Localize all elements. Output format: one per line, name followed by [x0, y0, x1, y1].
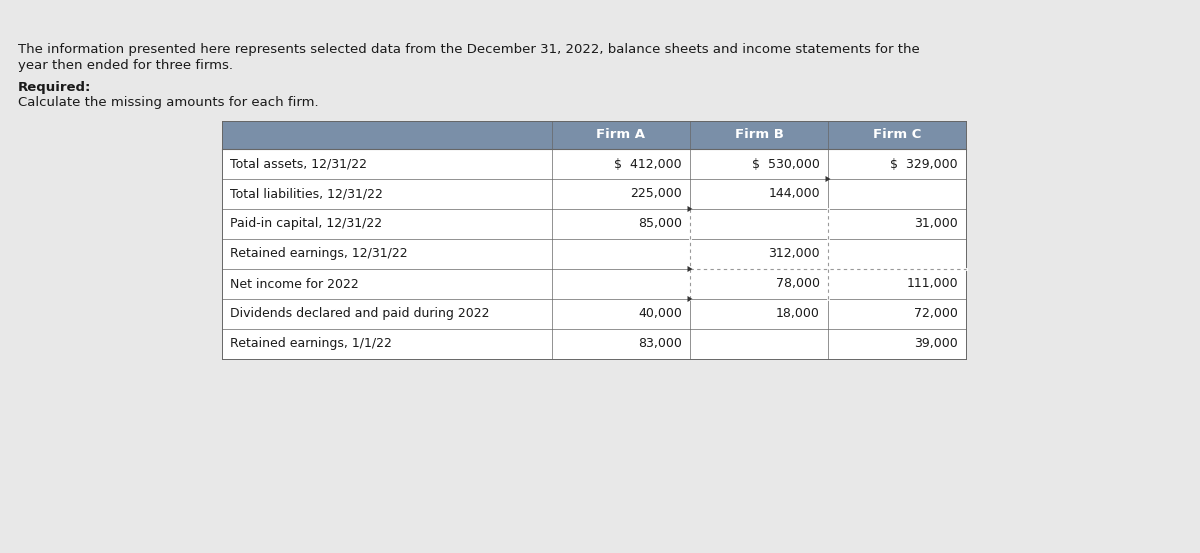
Text: Retained earnings, 1/1/22: Retained earnings, 1/1/22	[230, 337, 392, 351]
Text: Firm A: Firm A	[596, 128, 646, 142]
Text: 78,000: 78,000	[776, 278, 820, 290]
Polygon shape	[826, 176, 830, 182]
Text: 85,000: 85,000	[638, 217, 682, 231]
Text: Firm C: Firm C	[872, 128, 922, 142]
Polygon shape	[688, 206, 692, 212]
Polygon shape	[688, 296, 692, 302]
Text: Paid-in capital, 12/31/22: Paid-in capital, 12/31/22	[230, 217, 382, 231]
Text: 31,000: 31,000	[914, 217, 958, 231]
Bar	[222, 149, 966, 179]
Text: Calculate the missing amounts for each firm.: Calculate the missing amounts for each f…	[18, 96, 319, 109]
Text: Dividends declared and paid during 2022: Dividends declared and paid during 2022	[230, 307, 490, 321]
Text: $  530,000: $ 530,000	[752, 158, 820, 170]
Bar	[222, 209, 966, 239]
Text: 144,000: 144,000	[768, 187, 820, 201]
Text: Firm B: Firm B	[734, 128, 784, 142]
Bar	[222, 299, 966, 329]
Bar	[222, 121, 966, 149]
Text: Total assets, 12/31/22: Total assets, 12/31/22	[230, 158, 367, 170]
Text: 111,000: 111,000	[906, 278, 958, 290]
Bar	[222, 269, 966, 299]
Text: year then ended for three firms.: year then ended for three firms.	[18, 59, 233, 72]
Text: 72,000: 72,000	[914, 307, 958, 321]
Text: 18,000: 18,000	[776, 307, 820, 321]
Bar	[222, 239, 966, 269]
Text: 83,000: 83,000	[638, 337, 682, 351]
Text: Net income for 2022: Net income for 2022	[230, 278, 359, 290]
Polygon shape	[688, 266, 692, 272]
Text: 312,000: 312,000	[768, 248, 820, 260]
Text: 39,000: 39,000	[914, 337, 958, 351]
Bar	[222, 179, 966, 209]
Text: $  412,000: $ 412,000	[614, 158, 682, 170]
Text: Retained earnings, 12/31/22: Retained earnings, 12/31/22	[230, 248, 408, 260]
Text: 225,000: 225,000	[630, 187, 682, 201]
Text: $  329,000: $ 329,000	[890, 158, 958, 170]
Text: The information presented here represents selected data from the December 31, 20: The information presented here represent…	[18, 43, 919, 56]
Text: 40,000: 40,000	[638, 307, 682, 321]
Text: Total liabilities, 12/31/22: Total liabilities, 12/31/22	[230, 187, 383, 201]
Bar	[222, 329, 966, 359]
Text: Required:: Required:	[18, 81, 91, 94]
